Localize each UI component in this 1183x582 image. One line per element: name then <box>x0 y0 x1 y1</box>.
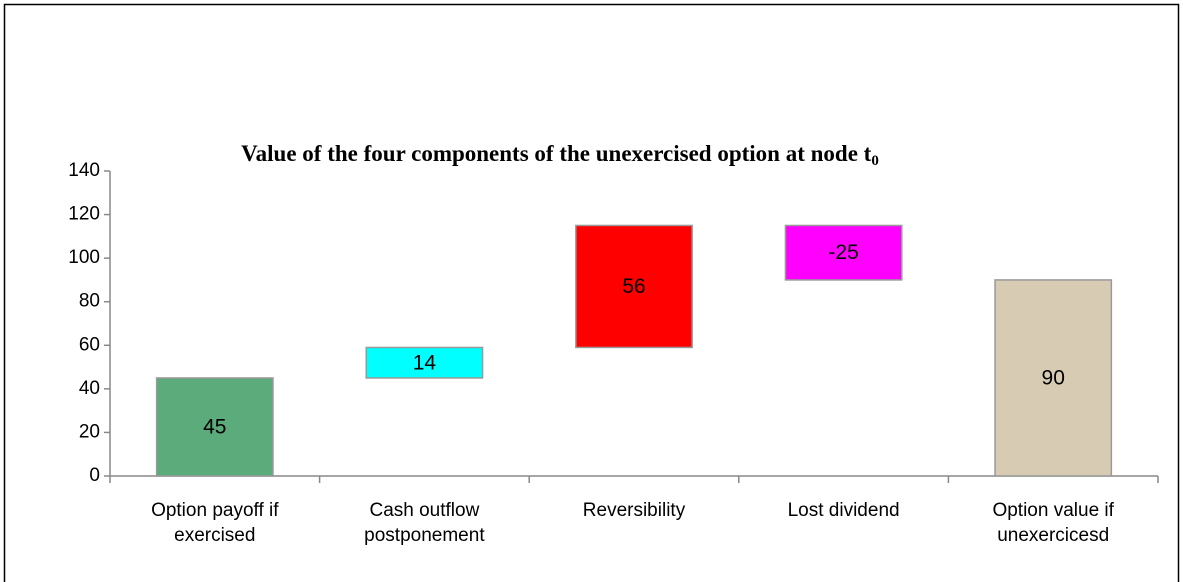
y-tick-label: 140 <box>68 160 100 181</box>
data-label: 56 <box>622 275 645 298</box>
bar <box>575 224 693 349</box>
bar <box>784 224 903 281</box>
y-tick-label: 80 <box>79 291 100 312</box>
data-label: -25 <box>828 241 858 264</box>
bar <box>155 377 274 477</box>
title-subscript: 0 <box>871 153 879 169</box>
x-tick-label: Option value if unexercicesd <box>992 500 1114 546</box>
chart-title: Value of the four components of the unex… <box>241 141 879 169</box>
x-tick-label: Lost dividend <box>787 500 900 521</box>
y-tick-label: 0 <box>89 465 100 486</box>
y-tick-label: 60 <box>79 334 100 355</box>
x-tick-label: Reversibility <box>582 500 686 521</box>
x-tick-label: Cash outflow postponement <box>364 500 485 546</box>
frame <box>3 3 1180 582</box>
x-tick-label: Option payoff if exercised <box>151 500 279 546</box>
y-tick-label: 40 <box>79 378 100 399</box>
bar <box>994 279 1113 477</box>
data-label: 90 <box>1042 367 1065 390</box>
data-label: 45 <box>203 416 226 439</box>
y-tick-label: 20 <box>79 421 100 442</box>
bar <box>365 346 484 379</box>
y-tick-label: 100 <box>68 247 100 268</box>
data-label: 14 <box>413 351 437 374</box>
title-main: Value of the four components of the unex… <box>241 141 872 166</box>
y-tick-label: 120 <box>68 204 100 225</box>
